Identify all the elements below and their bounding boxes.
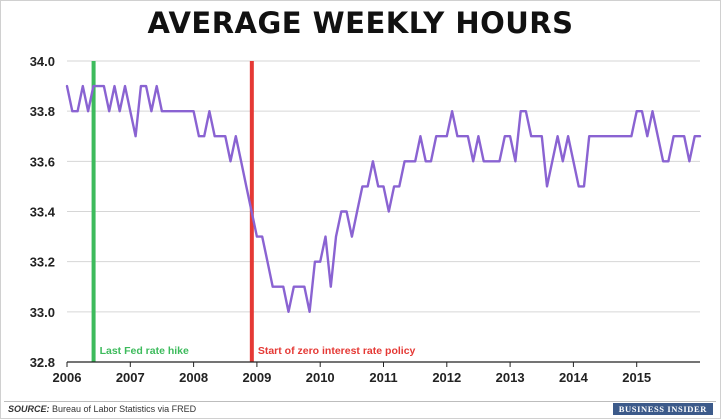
y-tick-label: 32.8 xyxy=(30,355,55,370)
x-tick-label: 2006 xyxy=(53,370,82,385)
y-tick-label: 33.6 xyxy=(30,154,55,169)
x-tick-label: 2007 xyxy=(116,370,145,385)
annotation-label: Start of zero interest rate policy xyxy=(258,345,416,357)
y-tick-label: 34.0 xyxy=(30,54,55,69)
x-tick-label: 2015 xyxy=(622,370,651,385)
x-tick-label: 2008 xyxy=(179,370,208,385)
grid-layer xyxy=(67,60,700,313)
x-tick-label: 2012 xyxy=(432,370,461,385)
footer-divider xyxy=(4,401,716,402)
x-tick-label: 2013 xyxy=(496,370,525,385)
source-label: SOURCE: xyxy=(8,404,50,414)
annotation-label: Last Fed rate hike xyxy=(100,345,189,357)
source-note: SOURCE: Bureau of Labor Statistics via F… xyxy=(8,404,196,414)
x-tick-label: 2009 xyxy=(242,370,271,385)
y-tick-label: 33.2 xyxy=(30,255,55,270)
axis-layer: 32.8 33.0 33.2 33.4 33.6 33.8 34.0 2006 2007 2008… xyxy=(30,54,700,385)
source-text: Bureau of Labor Statistics via FRED xyxy=(49,404,197,414)
x-tick-label: 2010 xyxy=(306,370,335,385)
y-tick-label: 33.0 xyxy=(30,305,55,320)
series-layer xyxy=(65,84,702,313)
business-insider-logo: BUSINESS INSIDER xyxy=(612,403,713,415)
y-tick-label: 33.4 xyxy=(30,205,56,220)
y-tick-label: 33.8 xyxy=(30,104,55,119)
x-tick-label: 2011 xyxy=(369,370,397,385)
chart-title: AVERAGE WEEKLY HOURS xyxy=(147,6,574,40)
series-line xyxy=(65,84,702,313)
x-tick-label: 2014 xyxy=(559,370,589,385)
